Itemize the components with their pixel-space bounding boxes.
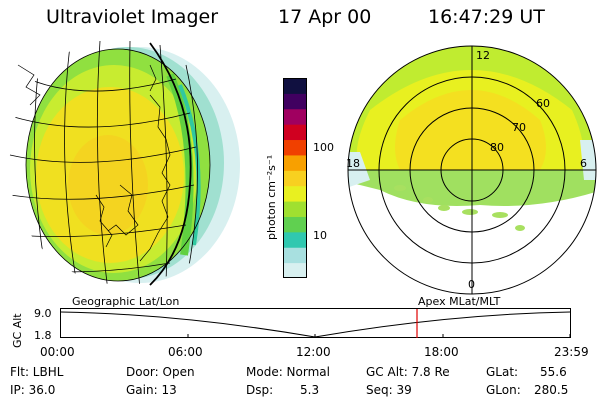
geographic-image bbox=[9, 40, 240, 286]
orbit-altitude-timeline bbox=[60, 308, 571, 338]
observation-time: 16:47:29 UT bbox=[428, 6, 545, 28]
colorbar-band bbox=[283, 78, 307, 94]
time-tick-0000: 00:00 bbox=[40, 345, 75, 359]
glon-value: 280.5 bbox=[534, 383, 569, 397]
time-tick-2359: 23:59 bbox=[554, 345, 589, 359]
colorbar-band bbox=[283, 108, 307, 125]
colorbar-band bbox=[283, 231, 307, 248]
colorbar-tick-100: 100 bbox=[313, 141, 334, 154]
colorbar-band bbox=[283, 154, 307, 171]
glat-value: 55.6 bbox=[540, 365, 567, 379]
dsp-label: Dsp: bbox=[246, 383, 274, 397]
colorbar-band bbox=[283, 139, 307, 156]
gc-alt-tick-min: 1.8 bbox=[34, 329, 52, 342]
mlt-label-6: 6 bbox=[580, 157, 587, 170]
gc-alt-readout: GC Alt: 7.8 Re bbox=[366, 365, 450, 379]
time-tick-1800: 18:00 bbox=[424, 345, 459, 359]
mlt-label-12: 12 bbox=[476, 49, 490, 62]
geographic-label: Geographic Lat/Lon bbox=[72, 295, 180, 308]
door-readout: Door: Open bbox=[126, 365, 195, 379]
lat-label-80: 80 bbox=[490, 141, 504, 154]
colorbar-band bbox=[283, 124, 307, 141]
gc-alt-tick-max: 9.0 bbox=[34, 307, 52, 320]
colorbar-band bbox=[283, 93, 307, 110]
intensity-colorbar bbox=[283, 78, 307, 278]
colorbar-tick-10: 10 bbox=[313, 229, 327, 242]
ip-readout: IP: 36.0 bbox=[10, 383, 56, 397]
gain-readout: Gain: 13 bbox=[126, 383, 177, 397]
colorbar-frame bbox=[283, 78, 307, 278]
colorbar-band bbox=[283, 185, 307, 202]
colorbar-band bbox=[283, 262, 307, 278]
glat-label: GLat: bbox=[486, 365, 519, 379]
mlt-label-0: 0 bbox=[468, 278, 475, 291]
gc-alt-axis-title: GC Alt bbox=[11, 313, 24, 348]
observation-date: 17 Apr 00 bbox=[278, 6, 372, 28]
mlt-label-18: 18 bbox=[346, 157, 360, 170]
colorbar-band bbox=[283, 201, 307, 217]
instrument-title: Ultraviolet Imager bbox=[46, 6, 219, 28]
lat-label-60: 60 bbox=[536, 97, 550, 110]
glon-label: GLon: bbox=[486, 383, 521, 397]
colorbar-band bbox=[283, 170, 307, 187]
apex-label: Apex MLat/MLT bbox=[418, 295, 501, 308]
time-tick-1200: 12:00 bbox=[296, 345, 331, 359]
polar-mlat-mlt-plot bbox=[347, 45, 597, 295]
mode-readout: Mode: Normal bbox=[246, 365, 330, 379]
time-tick-0600: 06:00 bbox=[168, 345, 203, 359]
colorbar-band bbox=[283, 216, 307, 233]
seq-readout: Seq: 39 bbox=[366, 383, 412, 397]
lat-label-70: 70 bbox=[512, 121, 526, 134]
colorbar-band bbox=[283, 247, 307, 264]
colorbar-unit-label: photon cm⁻²s⁻¹ bbox=[265, 154, 278, 240]
filter-readout: Flt: LBHL bbox=[10, 365, 64, 379]
dsp-value: 5.3 bbox=[300, 383, 320, 397]
